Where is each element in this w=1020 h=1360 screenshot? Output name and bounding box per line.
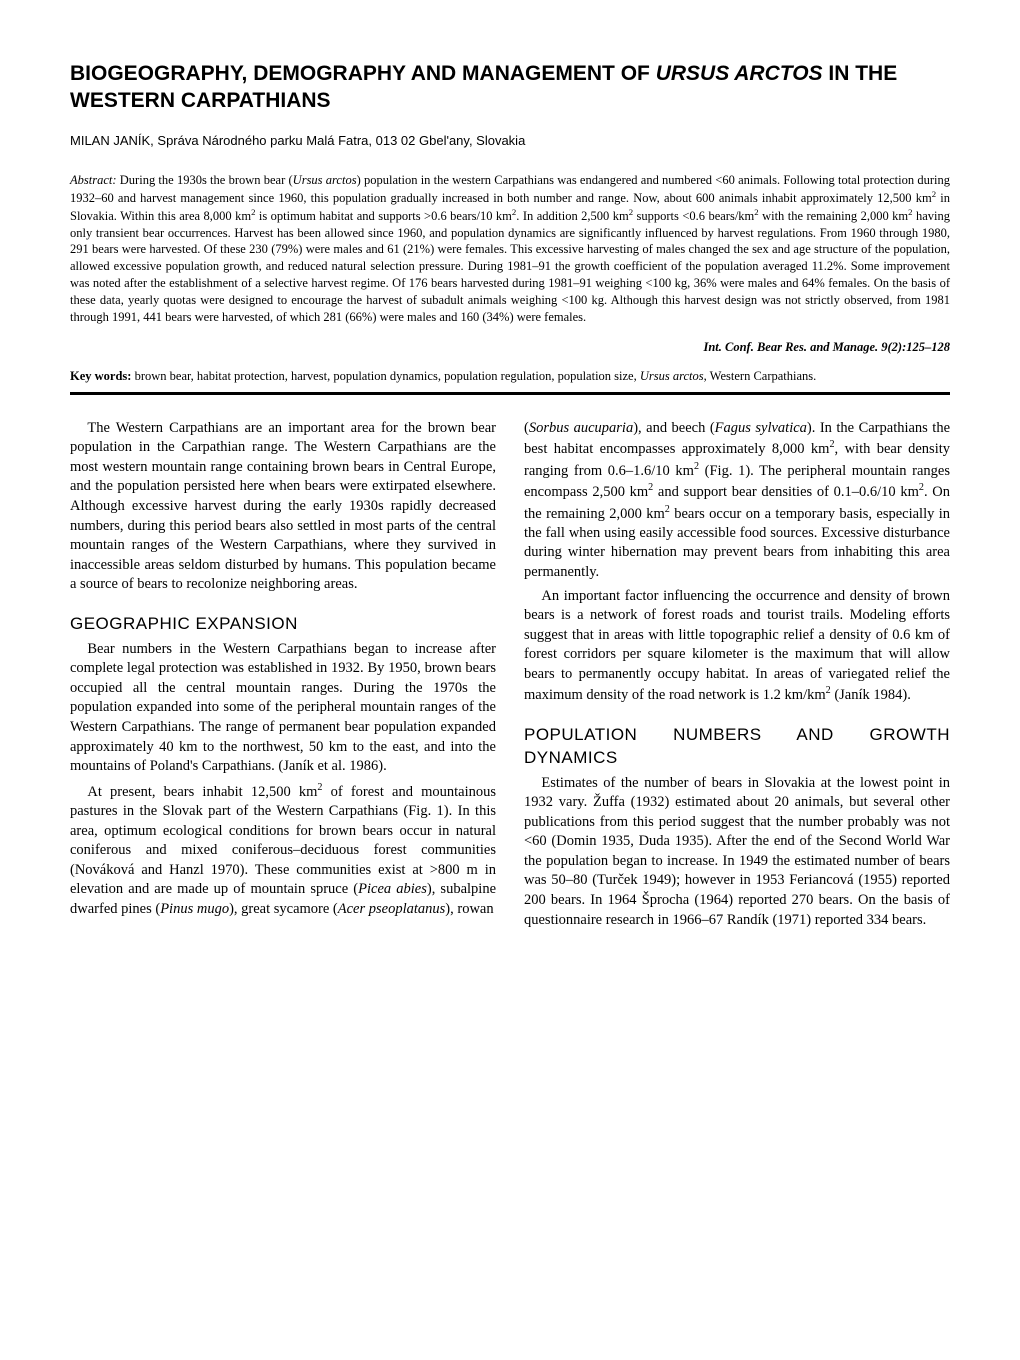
column-right: (Sorbus aucuparia), and beech (Fagus syl… [524,419,950,934]
body-columns: The Western Carpathians are an important… [70,419,950,934]
geo-paragraph-2: At present, bears inhabit 12,500 km2 of … [70,781,496,920]
keywords-block: Key words: brown bear, habitat protectio… [70,369,950,384]
paper-title: BIOGEOGRAPHY, DEMOGRAPHY AND MANAGEMENT … [70,60,950,115]
keywords-label: Key words: [70,369,131,383]
keywords-text: brown bear, habitat protection, harvest,… [135,369,817,383]
heading-geographic-expansion: GEOGRAPHIC EXPANSION [70,613,496,636]
intro-paragraph: The Western Carpathians are an important… [70,419,496,595]
title-prefix: BIOGEOGRAPHY, DEMOGRAPHY AND MANAGEMENT … [70,62,656,85]
roads-paragraph: An important factor influencing the occu… [524,587,950,706]
geo-paragraph-1: Bear numbers in the Western Carpathians … [70,640,496,777]
author-line: MILAN JANÍK, Správa Národného parku Malá… [70,133,950,148]
title-species: URSUS ARCTOS [656,62,823,85]
abstract-text: During the 1930s the brown bear (Ursus a… [70,173,950,324]
abstract-block: Abstract: During the 1930s the brown bea… [70,172,950,326]
citation-line: Int. Conf. Bear Res. and Manage. 9(2):12… [70,340,950,355]
heading-population-numbers: POPULATION NUMBERS AND GROWTH DYNAMICS [524,724,950,770]
column-left: The Western Carpathians are an important… [70,419,496,934]
geo-paragraph-2-cont: (Sorbus aucuparia), and beech (Fagus syl… [524,419,950,583]
pop-paragraph-1: Estimates of the number of bears in Slov… [524,774,950,931]
abstract-label: Abstract: [70,173,117,187]
section-separator [70,392,950,395]
